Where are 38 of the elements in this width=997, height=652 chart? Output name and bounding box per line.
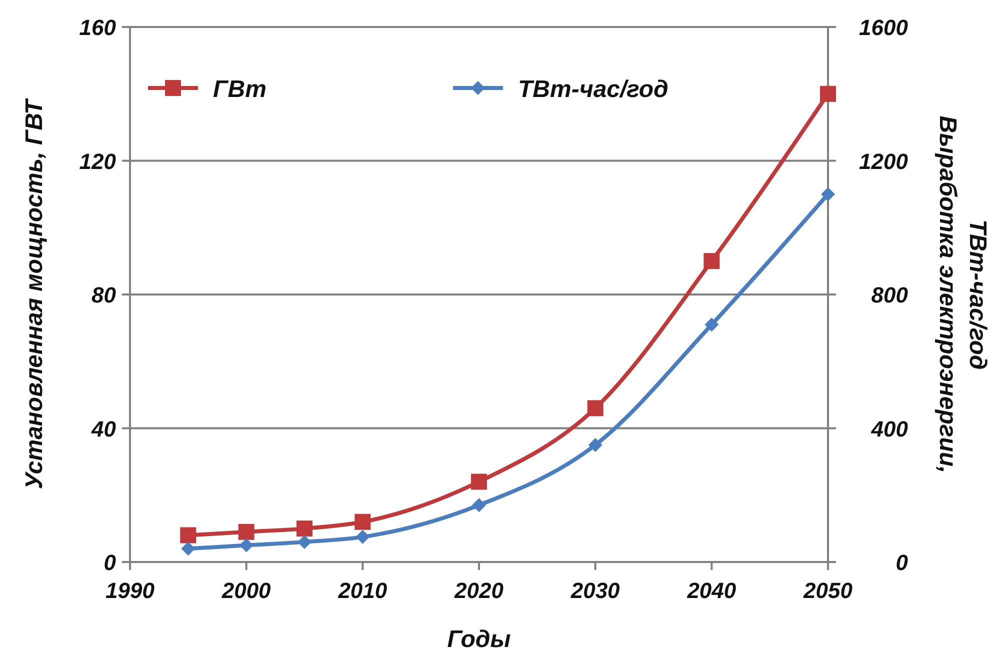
x-tick-label: 2010	[337, 578, 388, 603]
point	[238, 524, 254, 540]
point	[704, 318, 719, 332]
x-axis-title: Годы	[447, 626, 512, 652]
point	[820, 86, 836, 102]
y-axis-title: Установленная мощность, ГВТ	[21, 97, 48, 490]
point	[239, 538, 254, 552]
x-tick-label: 1990	[106, 578, 156, 603]
point	[821, 187, 835, 202]
legend-label: ГВт	[213, 76, 266, 103]
point	[588, 438, 602, 452]
y-tick-label: 160	[79, 15, 117, 40]
y-tick-label: 40	[90, 416, 117, 442]
x-tick-label: 2050	[802, 578, 854, 603]
point	[587, 400, 604, 416]
y-tick-label: 80	[92, 282, 117, 308]
point	[296, 520, 312, 537]
point	[354, 514, 371, 530]
x-tick-label: 2000	[220, 578, 272, 603]
point	[472, 498, 486, 512]
x-tick-label: 2040	[686, 578, 737, 603]
legend-label: ТВт-час/год	[518, 76, 668, 103]
y2-axis-title: Выработка электроэнергии, ТВт-час/год	[934, 116, 991, 474]
y2-tick-label: 800	[871, 282, 909, 308]
y2-tick-label: 1200	[859, 148, 909, 174]
y-tick-label: 0	[104, 550, 117, 575]
point	[704, 253, 720, 270]
point	[356, 530, 370, 544]
point	[471, 474, 487, 490]
point	[180, 527, 196, 544]
y2-tick-label: 0	[896, 550, 909, 575]
x-tick-label: 2030	[570, 578, 621, 603]
y-tick-label: 120	[79, 148, 117, 174]
point	[298, 534, 312, 549]
y2-tick-label: 1600	[859, 15, 909, 40]
y2-tick-label: 400	[870, 416, 909, 442]
x-tick-label: 2020	[454, 578, 504, 603]
point	[181, 542, 196, 556]
